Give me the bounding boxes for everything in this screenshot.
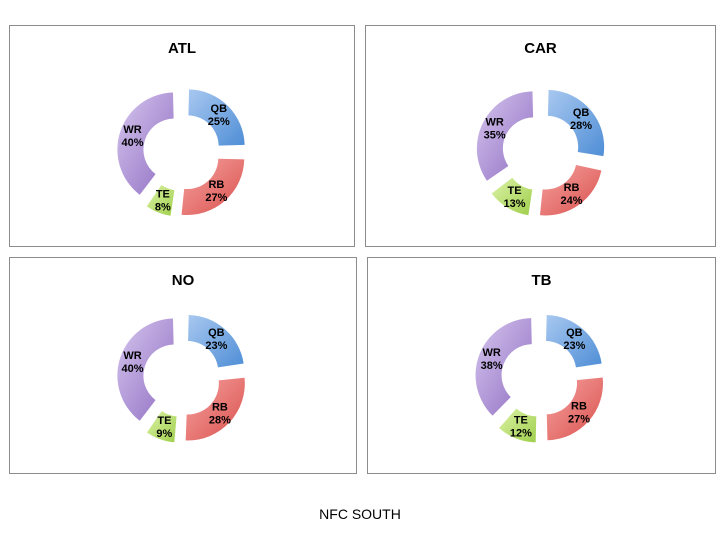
donut-slice-te — [146, 411, 177, 443]
slice-value-label-qb: 28% — [570, 120, 592, 132]
figure-title: NFC SOUTH — [319, 506, 401, 522]
slice-category-label-te: TE — [156, 188, 170, 200]
donut-slice-te — [499, 408, 537, 443]
donut-slice-qb — [188, 89, 245, 146]
donut-slice-qb — [547, 89, 605, 157]
slice-value-label-qb: 23% — [205, 340, 227, 352]
donut-slice-te — [146, 184, 175, 216]
slice-category-label-wr: WR — [486, 116, 504, 128]
donut-slice-wr — [475, 318, 532, 416]
donut-slice-wr — [117, 318, 174, 421]
chart-panel-atl: ATL QB 25% RB 27% TE 8% WR 40% — [9, 25, 355, 247]
slice-category-label-te: TE — [507, 185, 521, 197]
chart-title: ATL — [167, 40, 197, 57]
chart-title: TB — [531, 272, 552, 289]
slice-value-label-te: 8% — [155, 201, 171, 213]
slice-value-label-rb: 27% — [205, 192, 227, 204]
slice-category-label-rb: RB — [571, 400, 587, 412]
slice-category-label-rb: RB — [208, 179, 224, 191]
chart-panel-car: CAR QB 28% RB 24% TE 13% WR 35% — [365, 25, 716, 247]
donut-slice-wr — [476, 91, 534, 181]
slice-value-label-te: 13% — [504, 198, 526, 210]
slice-category-label-wr: WR — [482, 347, 500, 359]
chart-title: NO — [171, 272, 195, 289]
donut-slice-rb — [546, 377, 604, 441]
slice-category-label-rb: RB — [212, 402, 228, 414]
slice-value-label-wr: 38% — [481, 360, 503, 372]
slice-category-label-qb: QB — [566, 327, 583, 339]
slice-value-label-te: 9% — [156, 428, 172, 440]
slice-value-label-rb: 27% — [568, 413, 590, 425]
slice-value-label-qb: 23% — [563, 340, 585, 352]
slice-value-label-wr: 40% — [122, 363, 144, 375]
slice-category-label-qb: QB — [208, 327, 225, 339]
slice-value-label-wr: 35% — [484, 129, 506, 141]
chart-panel-no: NO QB 23% RB 28% TE 9% WR 40% — [9, 257, 357, 474]
slice-value-label-rb: 24% — [561, 195, 583, 207]
donut-slice-rb — [181, 158, 245, 216]
chart-panel-tb: TB QB 23% RB 27% TE 12% WR 38% — [367, 257, 716, 474]
chart-title: CAR — [524, 40, 557, 57]
slice-category-label-qb: QB — [211, 103, 228, 115]
slice-category-label-rb: RB — [564, 182, 580, 194]
slice-value-label-wr: 40% — [122, 137, 144, 149]
donut-slice-wr — [117, 92, 174, 195]
slice-category-label-wr: WR — [123, 124, 141, 136]
slice-value-label-te: 12% — [510, 427, 532, 439]
slice-value-label-qb: 25% — [208, 116, 230, 128]
slice-value-label-rb: 28% — [209, 415, 231, 427]
donut-slice-rb — [539, 165, 602, 216]
slice-category-label-wr: WR — [123, 350, 141, 362]
donut-slice-rb — [185, 377, 245, 441]
slice-category-label-te: TE — [157, 415, 171, 427]
donut-slice-te — [491, 177, 533, 216]
donut-slice-qb — [188, 315, 244, 368]
slice-category-label-qb: QB — [573, 107, 590, 119]
slice-category-label-te: TE — [514, 414, 528, 426]
donut-slice-qb — [546, 315, 602, 368]
